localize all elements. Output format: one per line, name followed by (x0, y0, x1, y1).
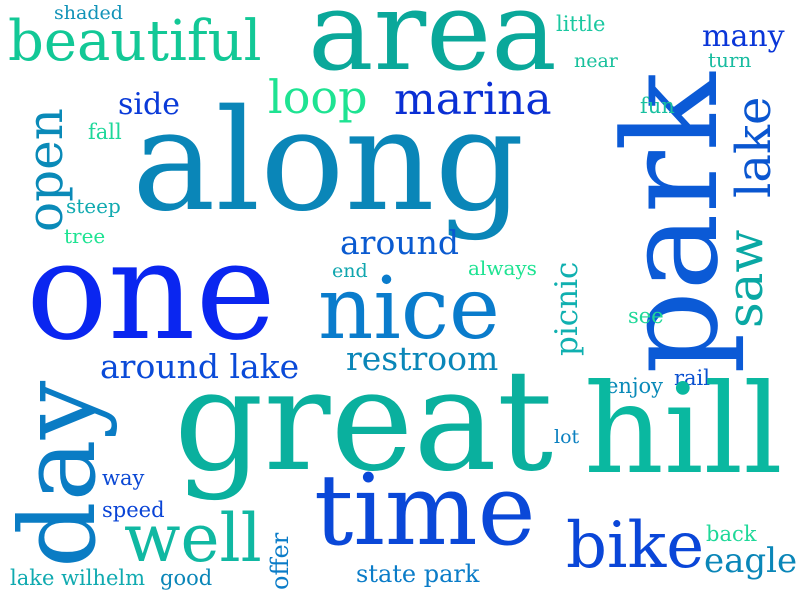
word-turn: turn (708, 48, 752, 72)
word-little: little (556, 12, 606, 36)
word-saw: saw (716, 229, 774, 328)
word-along: along (132, 80, 525, 243)
word-day: day (0, 380, 119, 568)
word-steep: steep (66, 194, 121, 218)
word-beautiful: beautiful (8, 9, 262, 74)
word-back: back (706, 522, 757, 546)
word-marina: marina (394, 74, 552, 125)
word-tree: tree (64, 224, 106, 248)
word-way: way (102, 466, 145, 490)
word-always: always (468, 256, 537, 280)
word-area: area (308, 0, 557, 95)
word-restroom: restroom (346, 339, 499, 378)
word-lake-right: lake (726, 96, 782, 198)
word-speed: speed (102, 498, 165, 522)
word-see: see (628, 304, 664, 328)
word-near: near (574, 50, 618, 72)
word-side: side (118, 87, 180, 122)
word-around-lake: around lake (100, 347, 300, 386)
word-one: one (26, 213, 276, 371)
word-end: end (332, 260, 368, 282)
word-offer: offer (266, 532, 294, 590)
word-nice: nice (318, 259, 500, 359)
word-lake-wilhelm: lake wilhelm (10, 566, 146, 590)
word-state-park: state park (356, 560, 480, 588)
word-well: well (124, 500, 262, 577)
word-shaded: shaded (54, 2, 123, 24)
word-loop: loop (268, 70, 368, 124)
word-great: great (174, 340, 554, 503)
word-enjoy: enjoy (606, 374, 663, 398)
word-time: time (314, 454, 536, 568)
word-rail: rail (674, 366, 710, 390)
word-bike: bike (566, 509, 705, 583)
word-lot: lot (554, 426, 580, 448)
word-fun: fun (640, 94, 675, 118)
word-around: around (340, 223, 459, 262)
word-good: good (160, 566, 213, 590)
word-many: many (702, 19, 785, 54)
word-picnic: picnic (549, 261, 585, 356)
word-eagle: eagle (704, 541, 798, 581)
word-fall: fall (88, 120, 122, 144)
word-hill: hill (584, 358, 783, 502)
